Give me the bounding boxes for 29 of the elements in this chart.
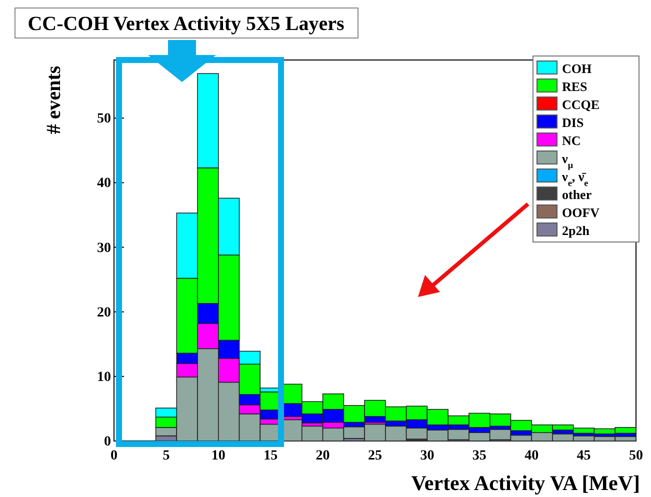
x-tick-label: 20 [316,448,330,464]
y-tick-label: 0 [104,434,111,450]
x-tick-label: 25 [368,448,382,464]
x-tick-label: 10 [211,448,226,464]
x-axis-title: Vertex Activity VA [MeV] [411,471,640,495]
x-tick-label: 5 [162,448,170,464]
y-tick-label: 50 [97,112,111,127]
x-tick-label: 35 [472,448,486,464]
chart-title: CC-COH Vertex Activity 5X5 Layers [28,13,345,35]
legend-label: COH [562,61,592,76]
y-tick-label: 30 [97,240,111,256]
x-tick-label: 45 [576,448,591,464]
legend-label: ν$_{μ}$ [561,151,574,170]
y-tick-label: 10 [97,370,111,385]
legend-label: other [562,187,592,202]
legend-label: 2p2h [562,223,590,238]
legend-label: RES [562,79,588,94]
legend-label: NC [562,133,581,148]
x-tick-label: 50 [629,448,643,464]
legend-label: ν$_{e}$, ν̄$_{e}$ [561,169,588,188]
y-axis-title: # events [43,66,65,134]
y-tick-label: 40 [97,176,111,192]
x-tick-label: 30 [420,448,434,464]
legend-label: OOFV [562,205,600,220]
legend-label: DIS [562,115,584,130]
x-tick-label: 40 [524,448,539,464]
y-tick-label: 20 [97,305,111,320]
x-tick-label: 15 [264,448,278,464]
legend-label: CCQE [562,97,600,112]
